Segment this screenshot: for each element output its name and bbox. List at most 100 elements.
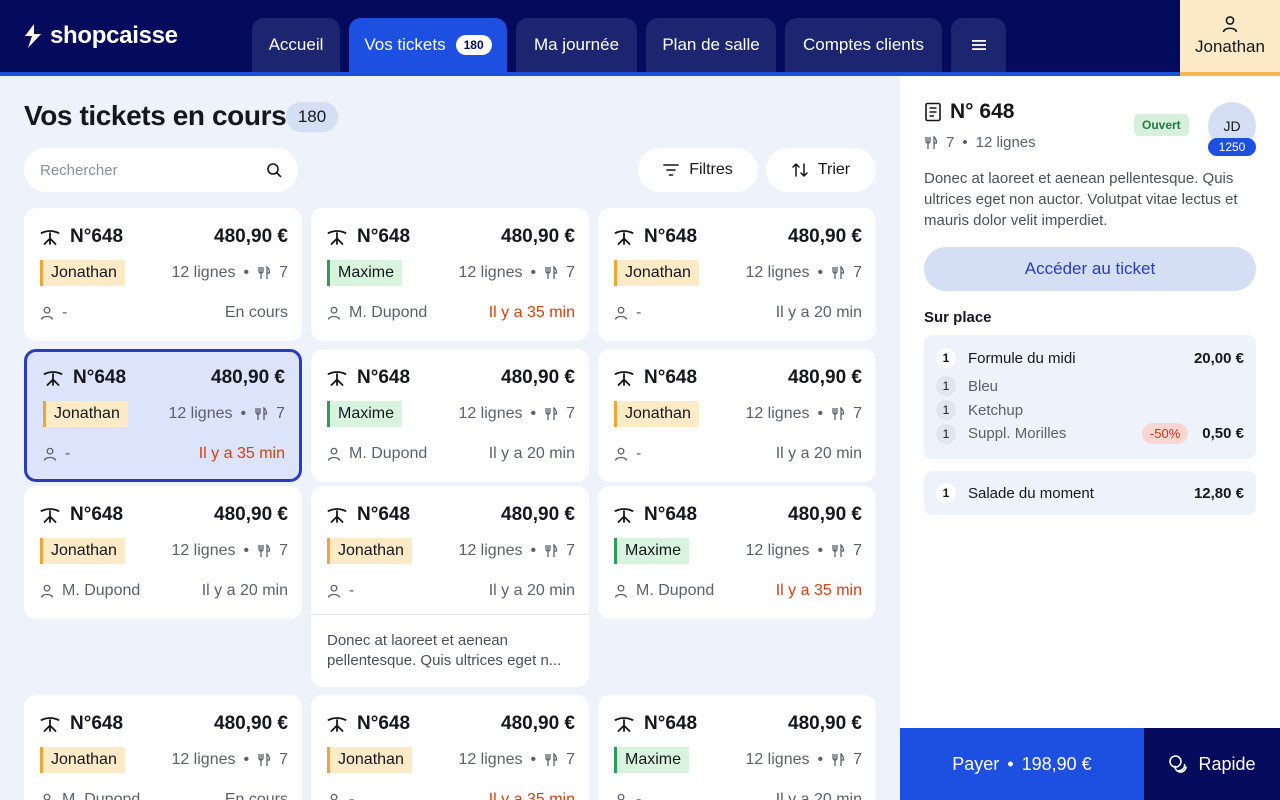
ticket-card[interactable]: N°648 480,90 € Jonathan 12 lignes • 7 M. Dupon… — [24, 486, 302, 619]
tab-vos-tickets[interactable]: Vos tickets 180 — [349, 18, 507, 72]
menu-button[interactable] — [951, 18, 1006, 72]
tab-plan-de-salle[interactable]: Plan de salle — [646, 18, 776, 72]
ticket-detail-lines: 12 lignes — [975, 134, 1036, 151]
table-icon — [614, 371, 634, 386]
ticket-card[interactable]: N°648 480,90 € Maxime 12 lignes • 7 M. Dupond I… — [311, 208, 589, 341]
waiter-tag: Maxime — [614, 538, 690, 564]
ticket-client: - — [40, 304, 67, 322]
waiter-tag: Jonathan — [327, 747, 412, 773]
order-item-line: 1 Salade du moment 12,80 € — [936, 483, 1244, 503]
pay-button[interactable]: Payer • 198,90 € — [900, 728, 1144, 800]
filters-button[interactable]: Filtres — [638, 148, 758, 192]
access-ticket-button[interactable]: Accéder au ticket — [924, 247, 1256, 291]
tab-label: Ma journée — [533, 35, 620, 54]
tab-accueil[interactable]: Accueil — [252, 18, 340, 72]
search-box[interactable] — [24, 148, 298, 192]
ticket-meta: Maxime 12 lignes • 7 — [327, 260, 575, 286]
quick-pay-button[interactable]: Rapide — [1144, 728, 1280, 800]
ticket-time-status: Il y a 20 min — [775, 304, 862, 321]
waiter-tag: Jonathan — [40, 747, 125, 773]
ticket-card[interactable]: N°648 480,90 € Maxime 12 lignes • 7 M. Dupond I… — [311, 349, 589, 482]
ticket-card[interactable]: N°648 480,90 € Jonathan 12 lignes • 7 - En cour… — [24, 208, 302, 341]
client-name: M. Dupond — [349, 445, 428, 462]
ticket-amount: 480,90 € — [501, 504, 575, 525]
ticket-footer: - Il y a 20 min — [327, 582, 575, 600]
ticket-covers: 7 — [566, 264, 575, 281]
item-name: Formule du midi — [968, 349, 1076, 367]
ticket-meta: Maxime 12 lignes • 7 — [614, 538, 862, 564]
table-icon — [614, 230, 634, 245]
ticket-card[interactable]: N°648 480,90 € Jonathan 12 lignes • 7 - Il y a … — [24, 349, 302, 482]
ticket-footer: M. Dupond Il y a 35 min — [614, 582, 862, 600]
cutlery-icon — [832, 407, 845, 420]
separator-dot: • — [817, 405, 824, 422]
ticket-meta: Jonathan 12 lignes • 7 — [43, 401, 285, 427]
ticket-lines-info: 12 lignes • 7 — [171, 264, 288, 282]
ticket-covers: 7 — [279, 751, 288, 768]
person-icon — [330, 793, 338, 800]
ticket-number-group: N°648 — [614, 504, 697, 526]
client-name: - — [349, 582, 355, 599]
ticket-client: M. Dupond — [40, 791, 140, 800]
ticket-header: N°648 480,90 € — [327, 713, 575, 735]
client-name: - — [636, 304, 642, 321]
tab-comptes-clients[interactable]: Comptes clients — [785, 18, 942, 72]
filter-icon — [663, 164, 680, 176]
ticket-covers: 7 — [566, 405, 575, 422]
ticket-header: N°648 480,90 € — [327, 226, 575, 248]
subitem-name: Suppl. Morilles — [968, 425, 1067, 442]
order-item-line: 1 Formule du midi 20,00 € — [936, 348, 1244, 368]
coins-icon — [1169, 755, 1188, 773]
table-icon — [40, 230, 60, 245]
ticket-covers: 7 — [279, 264, 288, 281]
sort-button[interactable]: Trier — [766, 148, 876, 192]
ticket-number-group: N°648 — [40, 504, 123, 526]
order-item[interactable]: 1 Salade du moment 12,80 € — [924, 471, 1256, 515]
ticket-amount: 480,90 € — [788, 504, 862, 525]
pay-amount: 198,90 € — [1021, 753, 1092, 774]
user-account-button[interactable]: Jonathan — [1180, 0, 1280, 76]
ticket-footer: - Il y a 35 min — [327, 791, 575, 800]
ticket-number-group: N°648 — [327, 713, 410, 735]
ticket-meta: Maxime 12 lignes • 7 — [327, 401, 575, 427]
order-item[interactable]: 1 Formule du midi 20,00 € 1 Bleu 1 Ketch… — [924, 335, 1256, 459]
ticket-card[interactable]: N°648 480,90 € Jonathan 12 lignes • 7 - Il y a … — [598, 349, 876, 482]
waiter-tag: Maxime — [327, 401, 403, 427]
item-price: 12,80 € — [1193, 484, 1244, 502]
person-icon — [43, 447, 57, 461]
person-icon — [327, 447, 341, 461]
separator-dot: • — [243, 751, 250, 768]
ticket-meta: Jonathan 12 lignes • 7 — [327, 747, 575, 773]
ticket-card[interactable]: N°648 480,90 € Maxime 12 lignes • 7 - Il y a 20… — [598, 695, 876, 800]
table-icon — [40, 717, 60, 732]
ticket-time-status: En cours — [224, 791, 288, 800]
separator-dot: • — [1007, 753, 1014, 774]
ticket-card[interactable]: N°648 480,90 € Jonathan 12 lignes • 7 M. Dupon… — [24, 695, 302, 800]
ticket-amount: 480,90 € — [214, 226, 288, 247]
ticket-card[interactable]: N°648 480,90 € Jonathan 12 lignes • 7 - Il y a … — [311, 695, 589, 800]
client-name: - — [636, 791, 642, 800]
ticket-client: - — [327, 791, 354, 800]
ticket-card[interactable]: N°648 480,90 € Jonathan 12 lignes • 7 - Il y a … — [598, 208, 876, 341]
search-input[interactable] — [40, 161, 266, 179]
ticket-number-group: N°648 — [327, 367, 410, 389]
ticket-lines: 12 lignes — [171, 542, 236, 559]
ticket-header: N°648 480,90 € — [40, 713, 288, 735]
ticket-number: N°648 — [73, 367, 127, 388]
person-icon — [43, 793, 51, 800]
ticket-number-group: N°648 — [43, 367, 126, 389]
tab-ma-journee[interactable]: Ma journée — [516, 18, 637, 72]
search-icon[interactable] — [266, 162, 282, 178]
ticket-footer: M. Dupond Il y a 20 min — [40, 582, 288, 600]
separator-dot: • — [962, 134, 968, 151]
subitem-quantity: 1 — [936, 423, 956, 444]
cutlery-icon — [832, 266, 845, 279]
ticket-card[interactable]: N°648 480,90 € Maxime 12 lignes • 7 M. Dupond I… — [598, 486, 876, 619]
item-price: 20,00 € — [1193, 349, 1244, 367]
ticket-lines: 12 lignes — [171, 264, 236, 281]
ticket-covers: 7 — [566, 542, 575, 559]
ticket-detail-panel: N° 648 7 • 12 lignes Ouvert JD 1250 Done… — [900, 76, 1280, 800]
ticket-number: N°648 — [357, 504, 411, 525]
filters-label: Filtres — [689, 161, 733, 178]
ticket-card[interactable]: N°648 480,90 € Jonathan 12 lignes • 7 - Il y a … — [311, 486, 589, 687]
